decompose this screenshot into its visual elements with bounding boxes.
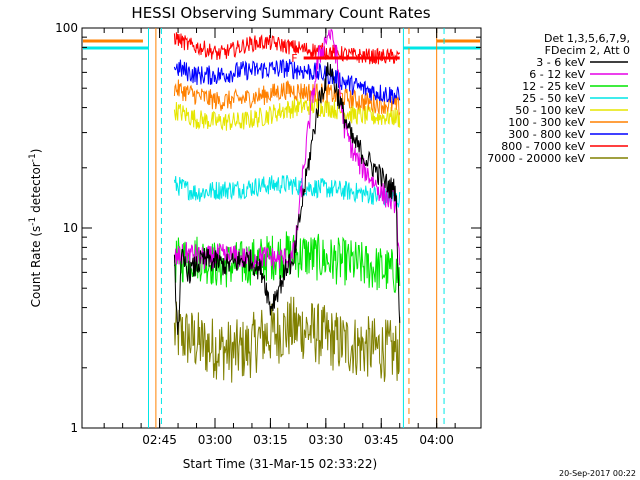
series-line bbox=[173, 58, 401, 105]
x-tick-label: 03:30 bbox=[309, 433, 344, 447]
series-line bbox=[173, 96, 401, 131]
y-tick-label: 10 bbox=[63, 221, 78, 235]
legend-header-line-1: Det 1,3,5,6,7,9, bbox=[544, 32, 630, 45]
series-line bbox=[173, 79, 401, 116]
series-line bbox=[173, 62, 401, 335]
x-tick-label: 03:15 bbox=[253, 433, 288, 447]
chart-title: HESSI Observing Summary Count Rates bbox=[131, 4, 430, 22]
y-axis: 1 10 100 bbox=[55, 21, 481, 435]
series-line bbox=[173, 29, 401, 270]
legend-label: 7000 - 20000 keV bbox=[487, 152, 585, 165]
legend: Det 1,3,5,6,7,9, FDecim 2, Att 0 3 - 6 k… bbox=[487, 32, 630, 165]
y-axis-label-sup: -1 bbox=[28, 217, 38, 226]
series-line bbox=[173, 296, 401, 383]
series-line bbox=[173, 32, 401, 65]
x-tick-label: 03:45 bbox=[364, 433, 399, 447]
y-axis-label-sup2: -1 bbox=[28, 153, 38, 162]
legend-header-line-2: FDecim 2, Att 0 bbox=[545, 44, 630, 57]
legend-label: 800 - 7000 keV bbox=[501, 140, 585, 153]
y-axis-label: Count Rate (s-1 detector-1) bbox=[28, 149, 43, 308]
y-axis-label-end: ) bbox=[29, 149, 43, 154]
y-axis-label-rest: detector bbox=[29, 162, 43, 217]
series-line bbox=[173, 174, 401, 208]
timestamp: 20-Sep-2017 00:22 bbox=[559, 469, 636, 478]
y-tick-label: 100 bbox=[55, 21, 78, 35]
flare-flag-label: F bbox=[291, 52, 297, 65]
y-tick-label: 1 bbox=[70, 421, 78, 435]
legend-label: 300 - 800 keV bbox=[508, 128, 585, 141]
legend-label: 25 - 50 keV bbox=[522, 92, 585, 105]
series-layer bbox=[173, 29, 401, 383]
x-axis: 02:45 03:00 03:15 03:30 03:45 04:00 bbox=[103, 28, 456, 447]
x-tick-label: 02:45 bbox=[142, 433, 177, 447]
legend-label: 12 - 25 keV bbox=[522, 80, 585, 93]
x-tick-label: 03:00 bbox=[198, 433, 233, 447]
legend-label: 6 - 12 keV bbox=[529, 68, 585, 81]
legend-label: 50 - 100 keV bbox=[515, 104, 585, 117]
y-axis-label-main: Count Rate (s bbox=[29, 226, 43, 308]
legend-label: 100 - 300 keV bbox=[508, 116, 585, 129]
overlay-layer: F bbox=[83, 28, 480, 428]
x-axis-label: Start Time (31-Mar-15 02:33:22) bbox=[183, 457, 377, 471]
x-tick-label: 04:00 bbox=[419, 433, 454, 447]
legend-label: 3 - 6 keV bbox=[536, 56, 585, 69]
